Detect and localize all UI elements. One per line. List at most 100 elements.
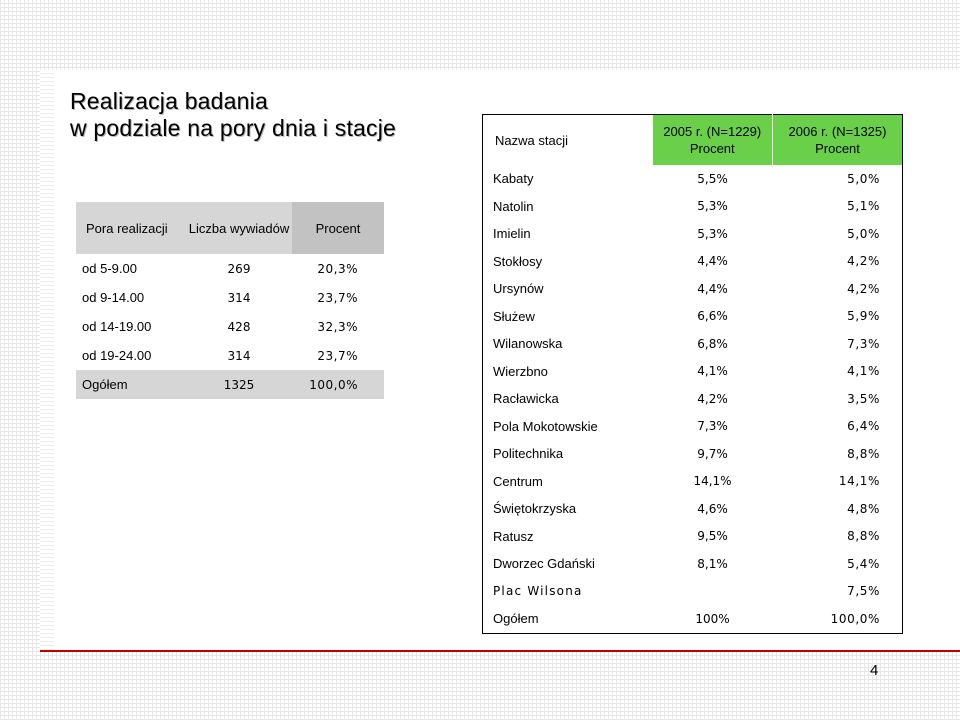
- time-label: od 19-24.00: [82, 348, 152, 363]
- table-row: Kabaty 5,5% 5,0%: [483, 165, 903, 193]
- table-row: Politechnika 9,7% 8,8%: [483, 440, 903, 468]
- total-count: 1325: [186, 370, 292, 399]
- station-name: Natolin: [493, 198, 534, 214]
- footer-red-rule: [40, 650, 960, 652]
- percent-2005: 7,3%: [697, 419, 728, 434]
- percent-2006: 4,2%: [847, 281, 880, 296]
- station-name: Racławicka: [493, 391, 559, 407]
- station-name: Politechnika: [493, 446, 564, 462]
- station-name: Stokłosy: [493, 253, 543, 269]
- header-2005-percent: Procent: [689, 141, 735, 156]
- time-of-day-table: Pora realizacji Liczba wywiadów Procent …: [76, 202, 384, 399]
- table-row: Służew 6,6% 5,9%: [483, 303, 903, 331]
- percent-2006: 5,0%: [847, 171, 880, 186]
- percent-value: 23,7%: [317, 290, 358, 305]
- percent-2006: 4,2%: [847, 254, 880, 269]
- total-label: Ogółem: [76, 370, 186, 399]
- station-name: Pola Mokotowskie: [493, 418, 598, 434]
- percent-2005: 6,6%: [697, 309, 728, 324]
- station-name: Kabaty: [493, 171, 534, 187]
- station-name: Centrum: [493, 473, 543, 489]
- decorative-side-bar: [40, 72, 54, 650]
- table-row: od 14-19.00 428 32,3%: [76, 312, 384, 341]
- time-label: od 5-9.00: [82, 261, 137, 276]
- table-row: Stokłosy 4,4% 4,2%: [483, 248, 903, 276]
- percent-2005: 6,8%: [697, 336, 728, 351]
- total-2005: 100%: [695, 611, 730, 626]
- header-2006-year: 2006 r. (N=1325): [788, 124, 887, 139]
- station-name: Wilanowska: [493, 336, 563, 352]
- header-station-name: Nazwa stacji: [482, 114, 653, 165]
- table-row: Wilanowska 6,8% 7,3%: [483, 330, 903, 358]
- header-interview-count: Liczba wywiadów: [186, 202, 292, 254]
- percent-2005: 4,1%: [697, 364, 728, 379]
- station-name: Ratusz: [493, 528, 534, 544]
- header-2006-percent: Procent: [815, 141, 860, 156]
- station-name: Wierzbno: [493, 363, 548, 379]
- percent-2005: 8,1%: [697, 556, 728, 571]
- percent-2006: 5,0%: [847, 226, 880, 241]
- slide-title-line-2: w podziale na pory dnia i stacje: [70, 115, 397, 141]
- percent-2006: 6,4%: [847, 419, 880, 434]
- percent-2006: 7,5%: [847, 584, 880, 599]
- table-row: Natolin 5,3% 5,1%: [483, 193, 903, 221]
- interview-count: 314: [227, 348, 251, 363]
- station-name: Imielin: [493, 226, 531, 242]
- percent-2005: 5,3%: [697, 226, 728, 241]
- interview-count: 428: [227, 319, 251, 334]
- percent-2006: 8,8%: [847, 529, 880, 544]
- table-row: Dworzec Gdański 8,1% 5,4%: [483, 550, 903, 578]
- percent-2006: 4,1%: [847, 364, 880, 379]
- slide-title-line-1: Realizacja badania: [70, 88, 268, 114]
- percent-2005: [653, 578, 773, 606]
- percent-2006: 4,8%: [847, 501, 880, 516]
- percent-2005: 4,2%: [697, 391, 728, 406]
- percent-value: 20,3%: [317, 261, 358, 276]
- percent-2005: 9,5%: [697, 529, 728, 544]
- percent-2006: 5,4%: [847, 556, 880, 571]
- percent-2006: 5,9%: [847, 309, 880, 324]
- page-number: 4: [870, 662, 879, 679]
- percent-2005: 4,4%: [697, 281, 728, 296]
- percent-2005: 5,5%: [697, 171, 728, 186]
- header-2005-year: 2005 r. (N=1229): [663, 124, 762, 139]
- percent-2006: 8,8%: [847, 446, 880, 461]
- percent-2006: 5,1%: [847, 199, 880, 214]
- station-name: Plac Wilsona: [493, 584, 583, 599]
- table-row: Imielin 5,3% 5,0%: [483, 220, 903, 248]
- table-row: Racławicka 4,2% 3,5%: [483, 385, 903, 413]
- percent-2005: 4,4%: [697, 254, 728, 269]
- total-percent: 100,0%: [292, 370, 384, 399]
- interview-count: 314: [227, 290, 251, 305]
- table-row: Plac Wilsona 7,5%: [483, 578, 903, 606]
- table-row: Pola Mokotowskie 7,3% 6,4%: [483, 413, 903, 441]
- interview-count: 269: [227, 261, 251, 276]
- total-row: Ogółem 1325 100,0%: [76, 370, 384, 399]
- table-row: Ursynów 4,4% 4,2%: [483, 275, 903, 303]
- percent-2005: 4,6%: [697, 501, 728, 516]
- table-row: Świętokrzyska 4,6% 4,8%: [483, 495, 903, 523]
- percent-2005: 14,1%: [693, 474, 732, 489]
- time-table-header-row: Pora realizacji Liczba wywiadów Procent: [76, 202, 384, 254]
- percent-2006: 3,5%: [847, 391, 880, 406]
- table-row: od 19-24.00 314 23,7%: [76, 341, 384, 370]
- table-row: Wierzbno 4,1% 4,1%: [483, 358, 903, 386]
- header-time-of-day: Pora realizacji: [76, 202, 186, 254]
- table-row: Ratusz 9,5% 8,8%: [483, 523, 903, 551]
- percent-2006: 14,1%: [838, 474, 880, 489]
- total-row: Ogółem 100% 100,0%: [483, 605, 903, 633]
- time-label: od 9-14.00: [82, 290, 145, 305]
- total-2006: 100,0%: [830, 611, 880, 626]
- percent-2005: 5,3%: [697, 199, 728, 214]
- total-label: Ogółem: [493, 611, 539, 627]
- time-label: od 14-19.00: [82, 319, 152, 334]
- station-name: Świętokrzyska: [493, 501, 577, 517]
- slide-title: Realizacja badania w podziale na pory dn…: [70, 88, 396, 142]
- percent-value: 32,3%: [317, 319, 358, 334]
- station-name: Dworzec Gdański: [493, 556, 595, 572]
- station-table: Nazwa stacji 2005 r. (N=1229) Procent 20…: [482, 114, 903, 634]
- header-2006: 2006 r. (N=1325) Procent: [772, 114, 903, 165]
- header-2005: 2005 r. (N=1229) Procent: [652, 114, 773, 165]
- station-name: Służew: [493, 308, 535, 324]
- percent-2005: 9,7%: [697, 446, 728, 461]
